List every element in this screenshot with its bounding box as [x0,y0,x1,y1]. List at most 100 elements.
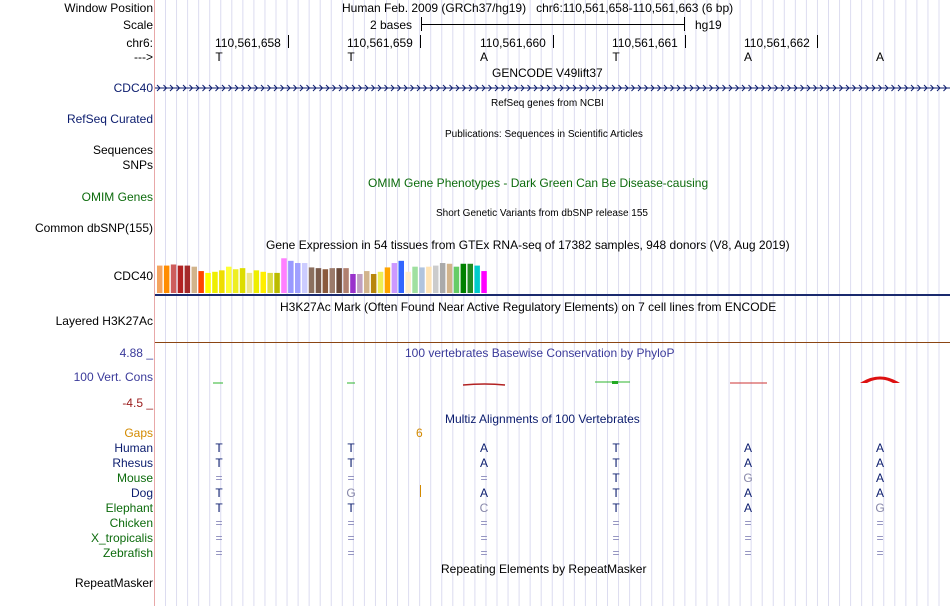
alignment-base-x_tropicalis-3: = [480,531,488,545]
publications-label-snps[interactable]: SNPs [122,158,153,172]
species-label-zebrafish[interactable]: Zebrafish [102,546,153,560]
gtex-bar-39[interactable] [419,267,425,293]
reference-base-1: T [215,50,223,64]
dbsnp-track-label[interactable]: Common dbSNP(155) [34,221,153,235]
gencode-gene-label[interactable]: CDC40 [113,81,153,95]
gtex-bar-25[interactable] [322,269,329,293]
phylop-max-label: 4.88 _ [119,346,153,360]
gtex-bar-12[interactable] [232,269,239,293]
h3k27ac-top-line [155,294,950,296]
position-tick-1 [288,35,289,48]
publications-label-sequences[interactable]: Sequences [92,143,153,157]
gtex-bar-6[interactable] [191,266,198,293]
scale-label: Scale [122,18,153,32]
gtex-bar-28[interactable] [343,268,349,293]
gtex-bar-42[interactable] [439,263,446,293]
alignment-base-dog-3: A [479,486,488,500]
alignment-base-chicken-2: = [347,516,355,530]
alignment-base-human-4: T [612,441,620,455]
gaps-label[interactable]: Gaps [124,426,153,440]
species-label-rhesus[interactable]: Rhesus [112,456,153,470]
gtex-bar-40[interactable] [426,266,432,293]
alignment-base-dog-6: A [875,486,884,500]
gtex-bar-43[interactable] [446,263,453,293]
gencode-track-title: GENCODE V49lift37 [492,66,603,80]
species-label-mouse[interactable]: Mouse [116,471,153,485]
gtex-bar-26[interactable] [329,268,336,293]
h3k27ac-track-label[interactable]: Layered H3K27Ac [55,314,153,328]
gtex-bar-8[interactable] [205,272,211,293]
omim-track-label[interactable]: OMIM Genes [81,190,153,204]
gtex-bar-46[interactable] [467,263,474,293]
gtex-bar-47[interactable] [474,265,480,293]
gtex-bar-30[interactable] [357,273,363,293]
gtex-bar-11[interactable] [226,266,232,293]
gtex-bar-44[interactable] [453,266,460,293]
alignment-base-zebrafish-1: = [215,546,223,560]
gtex-bar-14[interactable] [246,272,253,293]
reference-base-6: A [875,50,884,64]
gtex-gene-label[interactable]: CDC40 [113,269,153,283]
gtex-bar-18[interactable] [274,272,280,293]
gtex-bar-9[interactable] [212,271,218,293]
gtex-bar-16[interactable] [260,271,267,293]
gap-insertion-mark [420,485,421,497]
gtex-bar-45[interactable] [460,263,467,293]
scale-bar-right-cap [684,17,685,31]
gtex-bar-22[interactable] [301,263,308,293]
gtex-bar-32[interactable] [370,273,377,293]
position-tick-3 [553,35,554,48]
gtex-bar-7[interactable] [198,271,204,293]
species-label-dog[interactable]: Dog [130,486,153,500]
alignment-base-x_tropicalis-5: = [744,531,752,545]
species-label-chicken[interactable]: Chicken [109,516,153,530]
gtex-bar-35[interactable] [391,263,398,293]
species-label-elephant[interactable]: Elephant [105,501,153,515]
gtex-bar-1[interactable] [157,265,163,293]
gtex-bar-23[interactable] [308,267,315,293]
gtex-bar-41[interactable] [433,265,439,293]
gtex-bar-13[interactable] [239,268,246,293]
gtex-bar-36[interactable] [398,260,405,293]
species-label-human[interactable]: Human [114,441,153,455]
gtex-bar-21[interactable] [295,263,301,293]
alignment-base-elephant-2: T [347,501,355,515]
gtex-bar-2[interactable] [163,265,170,293]
gtex-bar-31[interactable] [364,271,370,293]
gencode-gene-line[interactable] [155,82,950,94]
refseq-track-label[interactable]: RefSeq Curated [66,112,153,126]
gtex-bar-38[interactable] [412,266,418,293]
gtex-bar-33[interactable] [377,271,384,293]
phylop-track-label[interactable]: 100 Vert. Cons [73,370,153,384]
species-label-x_tropicalis[interactable]: X_tropicalis [90,531,153,545]
gtex-bar-34[interactable] [384,267,391,293]
alignment-base-zebrafish-4: = [612,546,620,560]
alignment-base-chicken-6: = [876,516,884,530]
gtex-bar-17[interactable] [267,272,273,293]
gtex-bar-3[interactable] [170,264,177,293]
scale-bar [421,24,685,25]
alignment-base-zebrafish-3: = [480,546,488,560]
gtex-bar-29[interactable] [350,273,356,293]
alignment-base-dog-4: T [612,486,620,500]
dbsnp-track-title: Short Genetic Variants from dbSNP releas… [436,208,648,219]
gtex-bar-20[interactable] [288,260,294,293]
gtex-bar-4[interactable] [177,265,184,293]
gtex-bar-19[interactable] [281,258,287,293]
gtex-bar-24[interactable] [315,268,322,293]
gtex-bar-10[interactable] [219,270,225,293]
gtex-bar-15[interactable] [253,270,260,293]
gtex-bar-5[interactable] [184,265,191,293]
alignment-base-elephant-1: T [215,501,223,515]
multiz-track-title: Multiz Alignments of 100 Vertebrates [445,412,640,426]
gtex-bar-48[interactable] [481,271,487,293]
alignment-base-dog-5: A [743,486,752,500]
alignment-base-human-6: A [875,441,884,455]
phylop-signal[interactable] [155,370,950,390]
alignment-base-human-5: A [743,441,752,455]
phylop-mark-3 [462,383,506,386]
repeatmasker-track-label[interactable]: RepeatMasker [74,576,153,590]
gtex-bar-chart[interactable] [155,250,555,295]
gtex-bar-37[interactable] [405,271,411,293]
gtex-bar-27[interactable] [336,268,342,293]
